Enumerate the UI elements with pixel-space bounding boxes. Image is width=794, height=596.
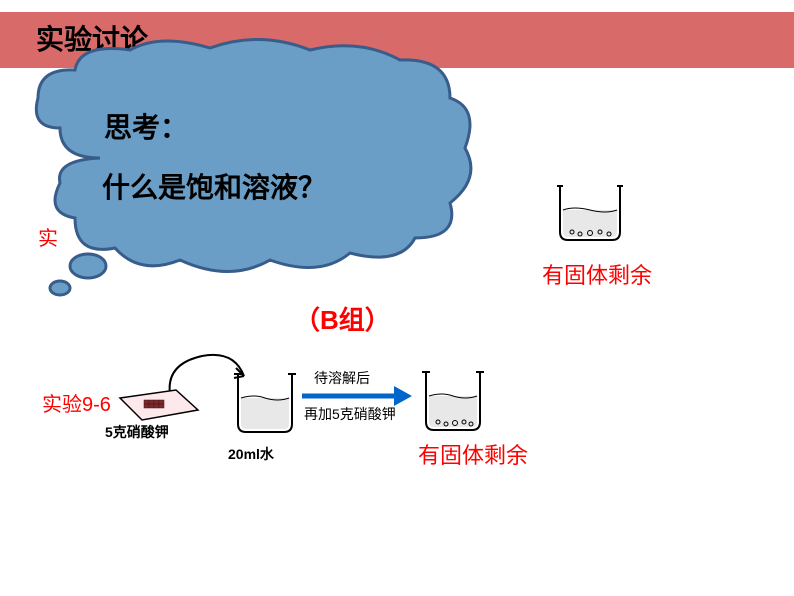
cloud-line2: 什么是饱和溶液？ (102, 166, 326, 206)
result-b-label: 有固体剩余 (418, 438, 528, 470)
arrow-text-bottom: 再加5克硝酸钾 (304, 404, 396, 424)
beaker-a-result (554, 184, 626, 244)
arrow-text-top: 待溶解后 (314, 368, 370, 388)
group-b-heading: （B组） (294, 300, 391, 337)
beaker-b1-icon (230, 370, 300, 438)
cloud-line1: 思考： (104, 106, 188, 146)
dish-b-label: 5克硝酸钾 (105, 422, 169, 442)
beaker-b1-label: 20ml水 (228, 444, 274, 464)
result-a-label: 有固体剩余 (542, 258, 652, 290)
group-b-text: （B组） (294, 305, 391, 335)
exp-b-label: 实验9-6 (42, 388, 111, 417)
beaker-b2-icon (418, 368, 488, 436)
